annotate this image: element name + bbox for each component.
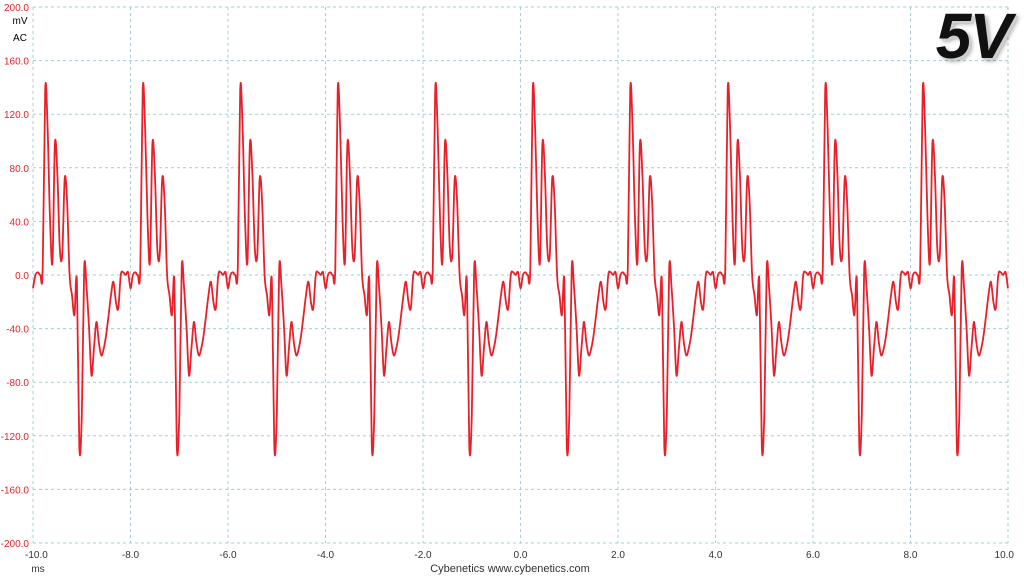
voltage-rail-badge: 5V — [935, 0, 1012, 72]
series-group — [32, 81, 1009, 456]
x-tick-label: 8.0 — [904, 550, 918, 561]
y-unit-label: mV — [13, 16, 28, 27]
y-tick-label: 120.0 — [4, 110, 29, 121]
credit-text: Cybenetics www.cybenetics.com — [430, 563, 590, 575]
y-tick-label: 0.0 — [15, 271, 29, 282]
x-tick-label: -6.0 — [219, 550, 237, 561]
x-unit-label: ms — [31, 564, 44, 575]
y-tick-labels: 200.0 160.0 120.0 80.0 40.0 0.0 -40.0 -80.0 -120… — [1, 3, 30, 550]
x-tick-label: 4.0 — [709, 550, 723, 561]
y-tick-label: -200.0 — [1, 539, 30, 550]
x-tick-label: -10.0 — [25, 550, 48, 561]
y-tick-label: 200.0 — [4, 3, 29, 14]
ripple-trace — [32, 81, 1009, 456]
x-tick-label: -4.0 — [317, 550, 335, 561]
y-tick-label: 80.0 — [10, 164, 30, 175]
x-tick-label: -2.0 — [414, 550, 432, 561]
y-tick-label: -160.0 — [1, 485, 30, 496]
y-tick-label: -40.0 — [6, 325, 29, 336]
y-tick-label: -80.0 — [6, 378, 29, 389]
y-tick-label: 40.0 — [10, 217, 30, 228]
x-tick-label: 2.0 — [611, 550, 625, 561]
x-tick-label: 10.0 — [995, 550, 1015, 561]
y-coupling-label: AC — [13, 33, 27, 44]
grid-lines — [32, 6, 1009, 544]
y-tick-label: -120.0 — [1, 432, 30, 443]
x-tick-label: 0.0 — [514, 550, 528, 561]
x-tick-labels: -10.0 -8.0 -6.0 -4.0 -2.0 0.0 2.0 4.0 6.0 8.0 10.0 — [25, 550, 1014, 561]
x-tick-label: 6.0 — [806, 550, 820, 561]
y-tick-label: 160.0 — [4, 57, 29, 68]
x-tick-label: -8.0 — [122, 550, 140, 561]
